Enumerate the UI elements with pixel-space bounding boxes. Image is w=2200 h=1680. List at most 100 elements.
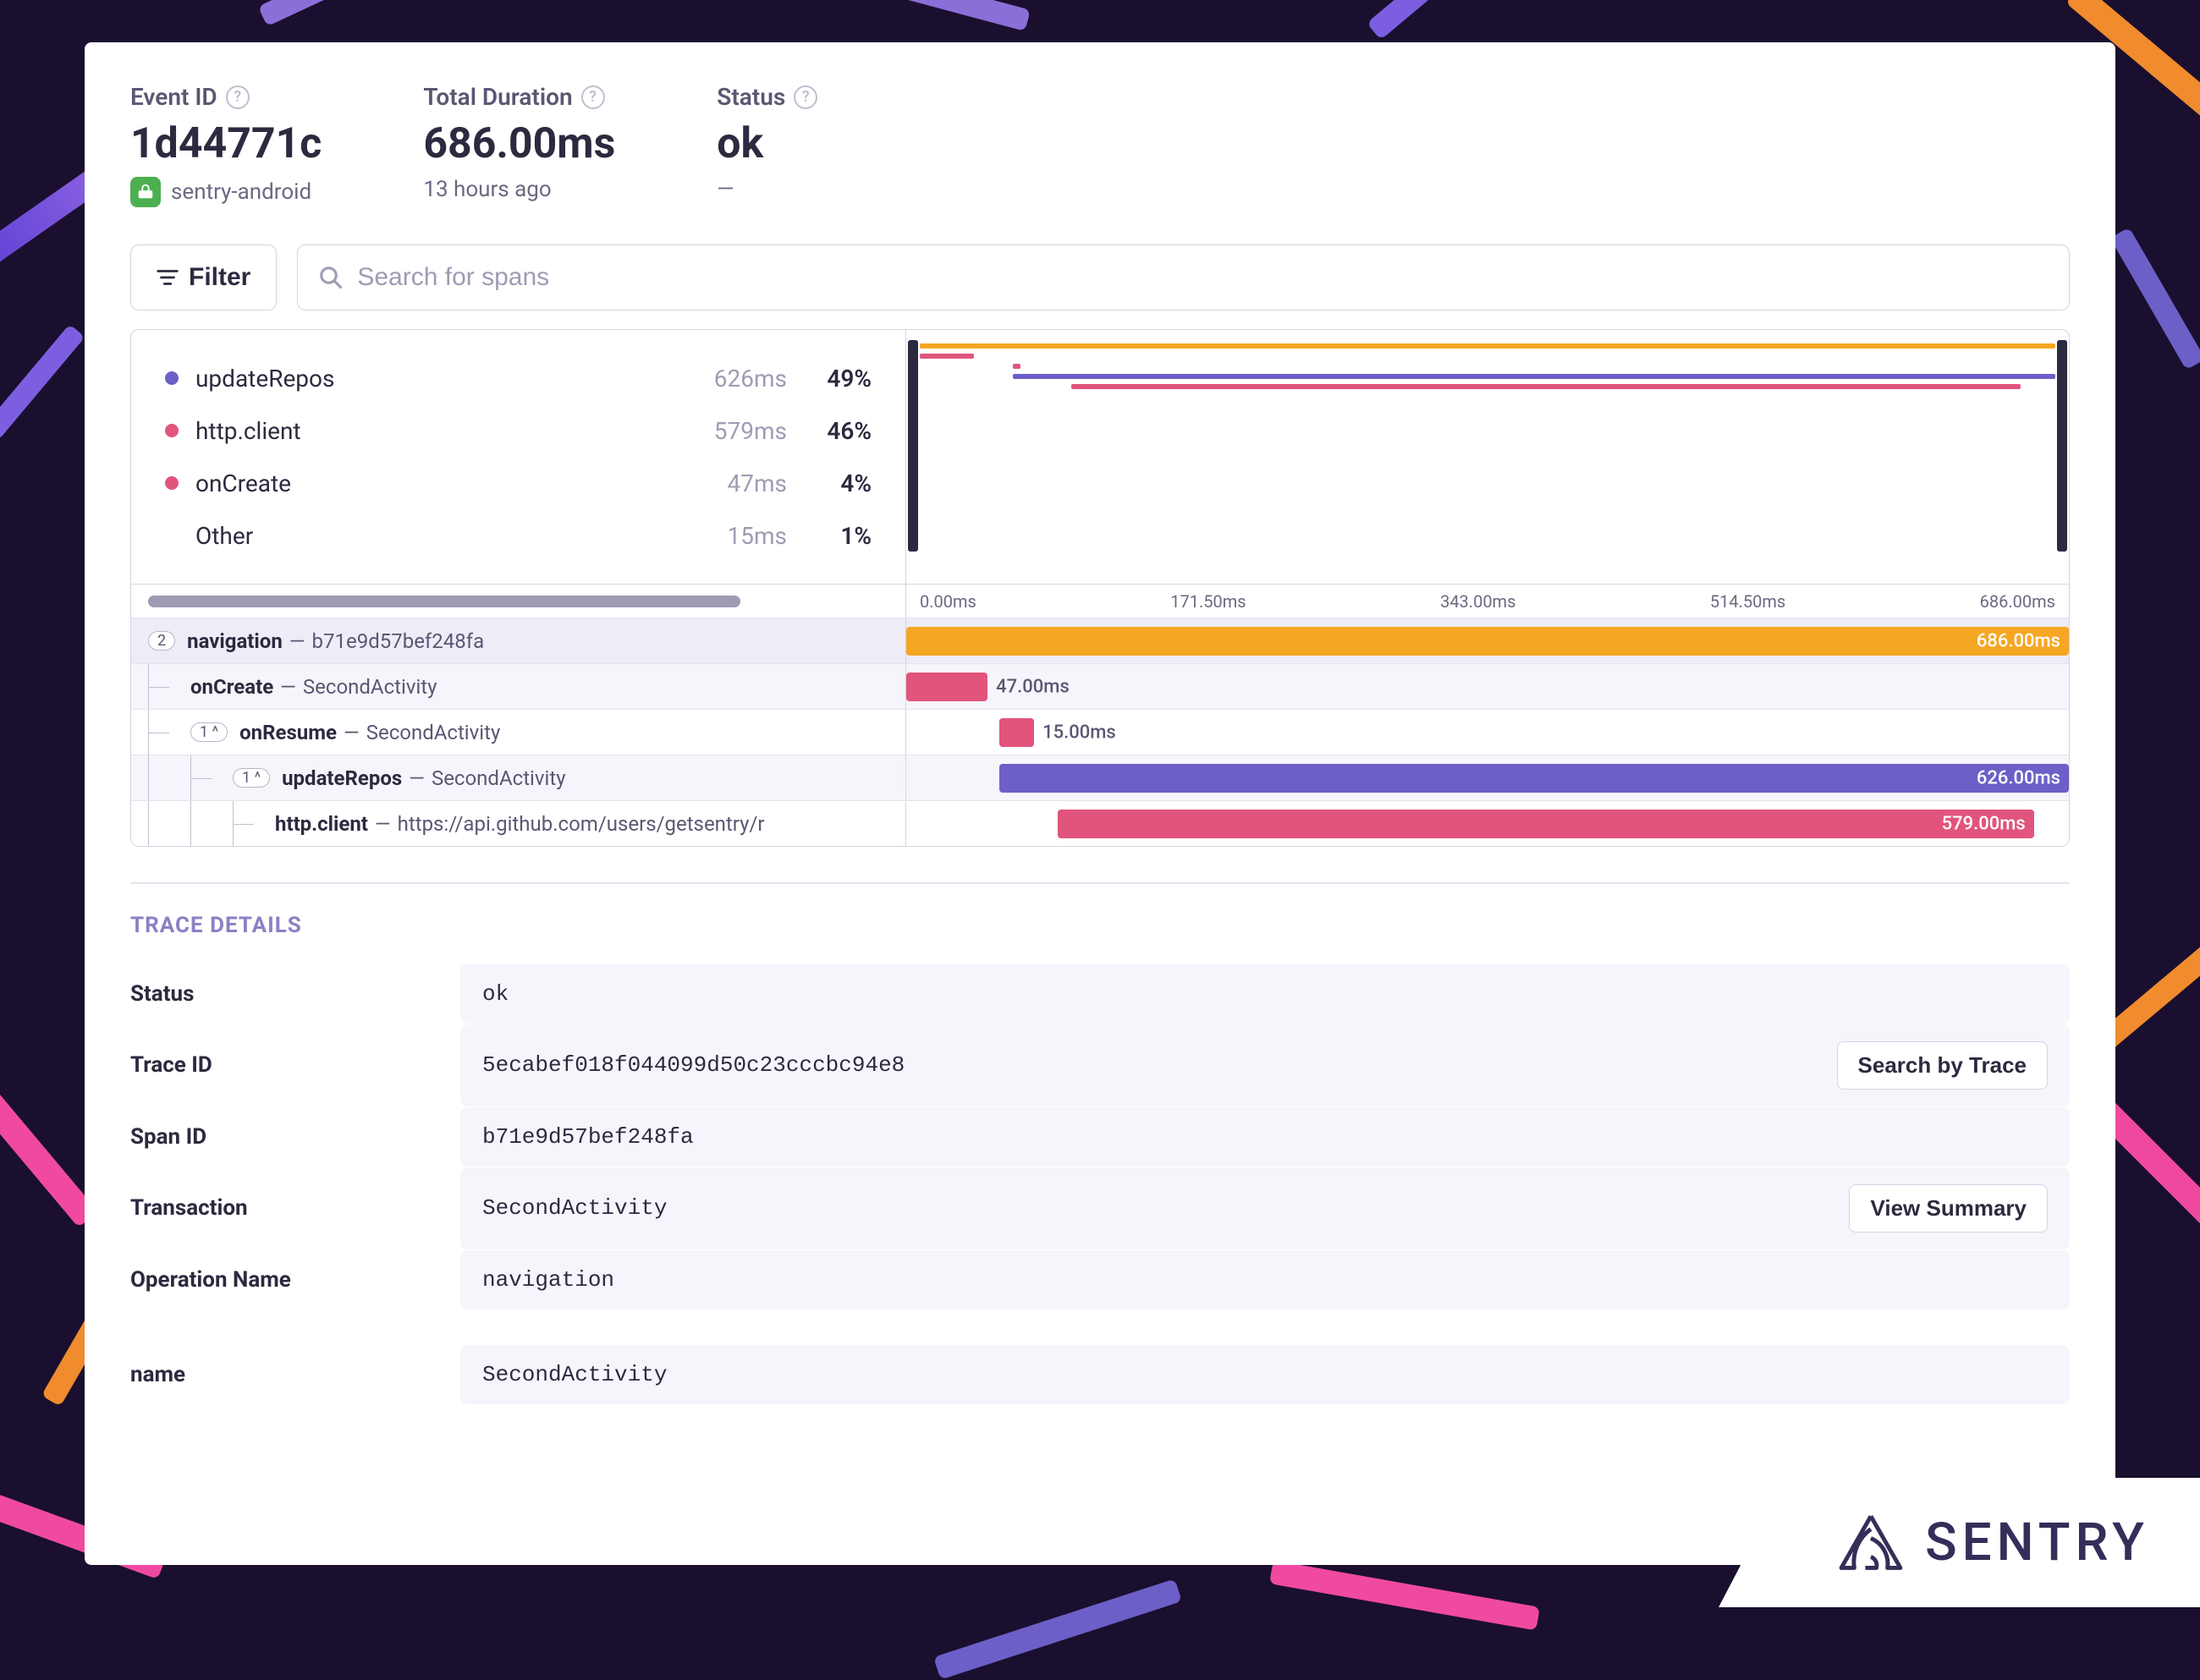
span-op: onCreate [190, 675, 273, 699]
trace-container: updateRepos 626ms 49% http.client 579ms … [130, 329, 2070, 847]
legend-pct: 46% [804, 417, 872, 445]
help-icon[interactable]: ? [581, 85, 605, 109]
event-id-value: 1d44771c [130, 119, 322, 168]
span-row[interactable]: 1 ^ updateRepos — SecondActivity 626.00m… [131, 755, 2069, 800]
span-bar-label: 47.00ms [996, 676, 1070, 697]
controls-row: Filter [130, 244, 2070, 310]
filter-label: Filter [189, 263, 250, 292]
detail-key: Span ID [130, 1107, 452, 1167]
legend-name: http.client [195, 417, 668, 445]
legend-pct: 4% [804, 469, 872, 497]
detail-key: Status [130, 964, 452, 1024]
minimap-pane[interactable] [906, 330, 2069, 584]
project-badge-icon [130, 177, 161, 207]
span-row[interactable]: 2 navigation — b71e9d57bef248fa 686.00ms [131, 618, 2069, 663]
legend-ms: 579ms [685, 417, 787, 445]
span-row[interactable]: onCreate — SecondActivity 47.00ms [131, 663, 2069, 709]
span-bar-label: 579.00ms [1942, 814, 2026, 835]
legend-dot-icon [165, 371, 179, 385]
legend-pane: updateRepos 626ms 49% http.client 579ms … [131, 330, 906, 584]
span-bar[interactable] [999, 718, 1034, 747]
axis-tick: 514.50ms [1710, 591, 1785, 612]
search-input[interactable] [357, 245, 2049, 310]
legend-row[interactable]: http.client 579ms 46% [165, 417, 872, 445]
span-rows: 2 navigation — b71e9d57bef248fa 686.00ms… [131, 618, 2069, 846]
axis-row: 0.00ms 171.50ms 343.00ms 514.50ms 686.00ms [131, 584, 2069, 618]
detail-key: Transaction [130, 1178, 452, 1238]
help-icon[interactable]: ? [794, 85, 817, 109]
status-value: ok [717, 119, 817, 168]
axis-tick: 343.00ms [1440, 591, 1515, 612]
span-bar[interactable]: 626.00ms [999, 764, 2069, 793]
detail-action-button[interactable]: View Summary [1849, 1184, 2048, 1233]
trace-details-title: TRACE DETAILS [130, 913, 2070, 938]
span-bar[interactable]: 579.00ms [1058, 810, 2034, 838]
detail-row: Trace ID 5ecabef018f044099d50c23cccbc94e… [130, 1024, 2070, 1106]
span-row[interactable]: 1 ^ onResume — SecondActivity 15.00ms [131, 709, 2069, 755]
duration-block: Total Duration ? 686.00ms 13 hours ago [423, 83, 615, 207]
detail-key: Operation Name [130, 1250, 452, 1309]
event-id-block: Event ID ? 1d44771c sentry-android [130, 83, 322, 207]
axis-tick: 171.50ms [1170, 591, 1246, 612]
legend-row[interactable]: Other 15ms 1% [165, 522, 872, 550]
span-row[interactable]: http.client — https://api.github.com/use… [131, 800, 2069, 846]
duration-value: 686.00ms [423, 119, 615, 168]
detail-val: SecondActivity View Summary [460, 1167, 2070, 1249]
detail-key: Trace ID [130, 1035, 452, 1095]
status-sub: — [717, 177, 817, 202]
span-left: http.client — https://api.github.com/use… [131, 801, 906, 846]
legend-pct: 49% [804, 365, 872, 393]
span-left: onCreate — SecondActivity [131, 664, 906, 709]
span-bar-label: 626.00ms [1977, 768, 2060, 789]
detail-action-button[interactable]: Search by Trace [1837, 1041, 2048, 1090]
scrollbar-track[interactable] [131, 585, 906, 618]
span-op: http.client [275, 812, 368, 836]
duration-label: Total Duration [423, 83, 572, 111]
detail-val: ok [460, 964, 2070, 1024]
span-right: 686.00ms [906, 618, 2069, 663]
filter-button[interactable]: Filter [130, 244, 277, 310]
legend-dot-icon [165, 424, 179, 437]
legend-row[interactable]: updateRepos 626ms 49% [165, 365, 872, 393]
sentry-logo: SENTRY [1719, 1478, 2200, 1607]
legend-pct: 1% [804, 522, 872, 550]
span-right: 579.00ms [906, 801, 2069, 846]
span-right: 47.00ms [906, 664, 2069, 709]
minimap-handle-right[interactable] [2057, 340, 2067, 552]
span-left: 1 ^ onResume — SecondActivity [131, 710, 906, 755]
detail-row: name SecondActivity [130, 1344, 2070, 1405]
span-bar-label: 15.00ms [1042, 722, 1116, 743]
sentry-wordmark: SENTRY [1925, 1512, 2149, 1573]
minimap-line [1013, 374, 2055, 379]
span-bar[interactable]: 686.00ms [906, 627, 2069, 656]
legend-name: updateRepos [195, 365, 668, 393]
span-right: 15.00ms [906, 710, 2069, 755]
help-icon[interactable]: ? [226, 85, 250, 109]
search-wrap[interactable] [297, 244, 2070, 310]
project-name[interactable]: sentry-android [171, 179, 311, 205]
span-op: onResume [239, 721, 337, 744]
legend-ms: 47ms [685, 469, 787, 497]
span-op: navigation [187, 629, 283, 653]
span-op: updateRepos [282, 766, 402, 790]
detail-val: b71e9d57bef248fa [460, 1107, 2070, 1167]
span-bar-label: 686.00ms [1977, 631, 2060, 652]
span-desc: https://api.github.com/users/getsentry/r [398, 812, 765, 836]
span-bar[interactable] [906, 673, 987, 701]
divider [130, 882, 2070, 884]
span-count-pill: 2 [148, 631, 175, 651]
detail-row: Span ID b71e9d57bef248fa [130, 1106, 2070, 1167]
duration-sub: 13 hours ago [423, 177, 615, 202]
details-table: Status ok Trace ID 5ecabef018f044099d50c… [130, 964, 2070, 1405]
span-desc: SecondActivity [303, 675, 437, 699]
search-icon [318, 265, 344, 290]
span-right: 626.00ms [906, 755, 2069, 800]
scrollbar-thumb[interactable] [148, 596, 740, 607]
axis-tick: 0.00ms [920, 591, 976, 612]
minimap-handle-left[interactable] [908, 340, 918, 552]
main-panel: Event ID ? 1d44771c sentry-android Total… [85, 42, 2115, 1565]
axis-tick: 686.00ms [1980, 591, 2055, 612]
status-label: Status [717, 83, 785, 111]
legend-row[interactable]: onCreate 47ms 4% [165, 469, 872, 497]
minimap-line [920, 354, 974, 359]
